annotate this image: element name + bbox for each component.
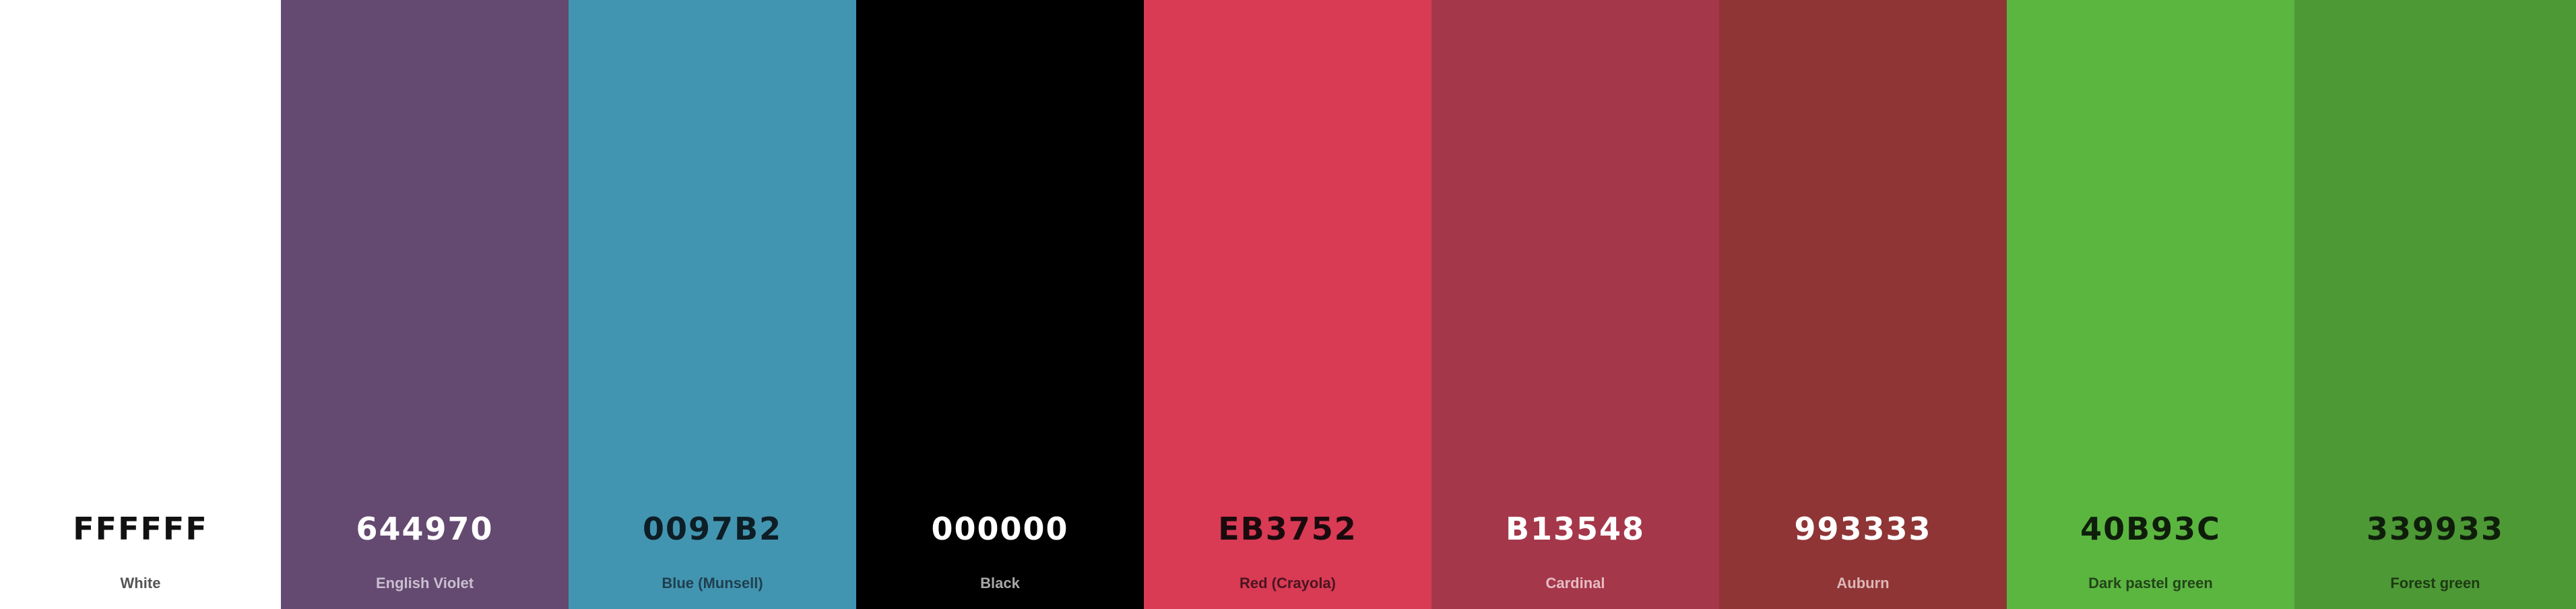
- swatch-color-name: Cardinal: [1545, 575, 1605, 591]
- swatch-color-name: Forest green: [2390, 575, 2480, 591]
- swatch-forest-green[interactable]: 339933 Forest green: [2294, 0, 2576, 609]
- swatch-color-name: White: [120, 575, 161, 591]
- swatch-color-name: Black: [980, 575, 1020, 591]
- swatch-auburn[interactable]: 993333 Auburn: [1719, 0, 2007, 609]
- swatch-white[interactable]: FFFFFF White: [0, 0, 281, 609]
- swatch-blue-munsell[interactable]: 0097B2 Blue (Munsell): [569, 0, 856, 609]
- swatch-color-name: Dark pastel green: [2088, 575, 2213, 591]
- swatch-hex-code: FFFFFF: [73, 511, 208, 547]
- swatch-color-name: Red (Crayola): [1239, 575, 1337, 591]
- swatch-hex-code: 644970: [356, 511, 494, 547]
- swatch-hex-code: 000000: [931, 511, 1069, 547]
- swatch-cardinal[interactable]: B13548 Cardinal: [1431, 0, 1719, 609]
- swatch-color-name: Auburn: [1836, 575, 1890, 591]
- swatch-red-crayola[interactable]: EB3752 Red (Crayola): [1144, 0, 1431, 609]
- swatch-hex-code: B13548: [1505, 511, 1646, 547]
- swatch-hex-code: 339933: [2366, 511, 2505, 547]
- swatch-hex-code: 0097B2: [642, 511, 783, 547]
- swatch-english-violet[interactable]: 644970 English Violet: [281, 0, 569, 609]
- swatch-hex-code: EB3752: [1218, 511, 1357, 547]
- swatch-color-name: English Violet: [375, 575, 474, 591]
- swatch-dark-pastel-green[interactable]: 40B93C Dark pastel green: [2007, 0, 2294, 609]
- swatch-color-name: Blue (Munsell): [662, 575, 763, 591]
- swatch-hex-code: 993333: [1794, 511, 1932, 547]
- swatch-black[interactable]: 000000 Black: [856, 0, 1144, 609]
- swatch-hex-code: 40B93C: [2080, 511, 2221, 547]
